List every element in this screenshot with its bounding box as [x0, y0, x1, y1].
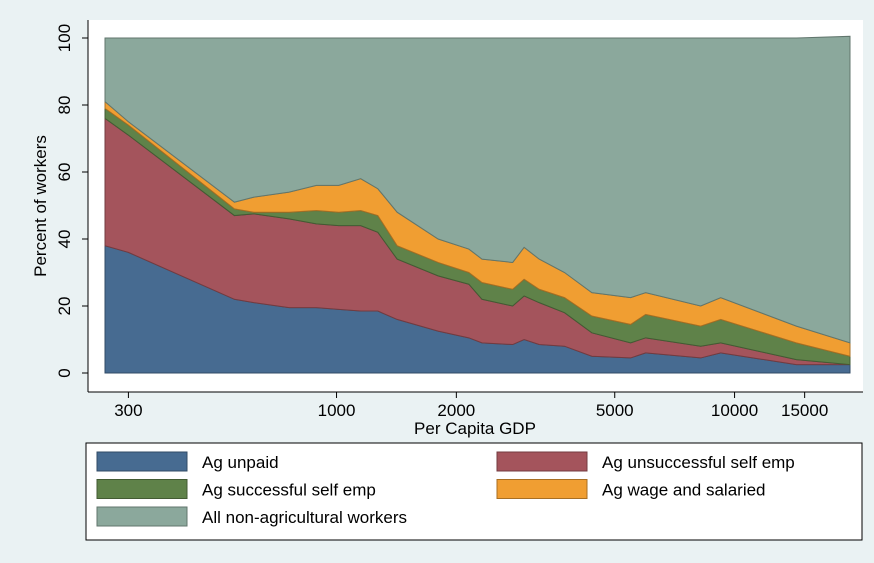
- area: [104, 35, 851, 344]
- legend-label: Ag wage and salaried: [602, 481, 766, 500]
- y-tick-label: 60: [55, 163, 74, 182]
- y-tick-label: 80: [55, 96, 74, 115]
- legend-swatch: [96, 479, 188, 499]
- y-tick-label: 0: [55, 368, 74, 377]
- y-tick-label: 100: [55, 24, 74, 52]
- legend-label: Ag unpaid: [202, 453, 279, 472]
- legend-swatch: [496, 479, 588, 499]
- x-tick-label: 5000: [596, 401, 634, 420]
- x-axis-label: Per Capita GDP: [414, 419, 536, 438]
- y-axis-label: Percent of workers: [31, 135, 50, 277]
- legend-label: Ag unsuccessful self emp: [602, 453, 795, 472]
- legend-swatch: [96, 506, 188, 527]
- x-tick-label: 300: [114, 401, 142, 420]
- legend-swatch: [96, 451, 188, 472]
- legend-swatch: [496, 451, 588, 472]
- legend: [85, 442, 863, 541]
- legend-label: All non-agricultural workers: [202, 508, 407, 527]
- x-tick-label: 1000: [318, 401, 356, 420]
- y-tick-label: 20: [55, 297, 74, 316]
- legend-label: Ag successful self emp: [202, 481, 376, 500]
- x-tick-label: 10000: [711, 401, 758, 420]
- x-tick-label: 15000: [781, 401, 828, 420]
- x-tick-label: 2000: [437, 401, 475, 420]
- y-tick-label: 40: [55, 230, 74, 249]
